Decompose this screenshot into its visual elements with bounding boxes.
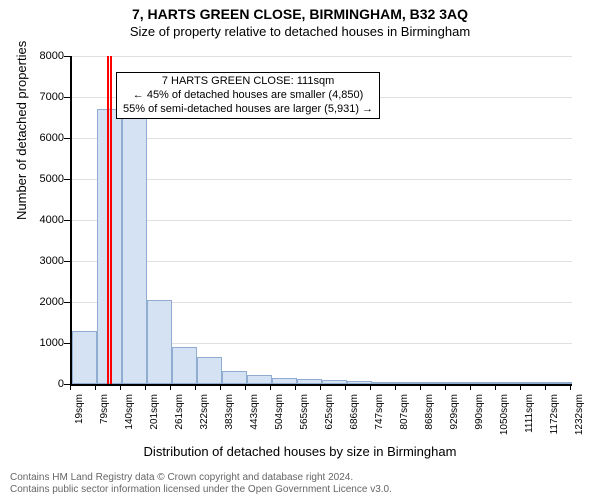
x-tick xyxy=(95,384,96,390)
x-tick-label: 747sqm xyxy=(374,394,385,454)
y-tick xyxy=(64,261,70,262)
annotation-box: 7 HARTS GREEN CLOSE: 111sqm ← 45% of det… xyxy=(116,72,380,119)
histogram-bar xyxy=(122,109,147,384)
x-tick-label: 79sqm xyxy=(99,394,110,454)
histogram-bar xyxy=(347,381,372,384)
annotation-line-3: 55% of semi-detached houses are larger (… xyxy=(123,103,373,117)
x-tick-label: 383sqm xyxy=(224,394,235,454)
gridline xyxy=(72,261,572,262)
y-tick xyxy=(64,56,70,57)
y-tick xyxy=(64,179,70,180)
chart-container: 7, HARTS GREEN CLOSE, BIRMINGHAM, B32 3A… xyxy=(0,0,600,500)
x-tick xyxy=(170,384,171,390)
gridline xyxy=(72,138,572,139)
histogram-bar xyxy=(522,382,547,384)
x-tick-label: 1050sqm xyxy=(499,394,510,454)
y-tick xyxy=(64,302,70,303)
x-tick xyxy=(395,384,396,390)
x-tick xyxy=(470,384,471,390)
y-tick-label: 0 xyxy=(16,378,64,390)
histogram-bar xyxy=(247,375,272,384)
y-tick xyxy=(64,97,70,98)
x-tick-label: 140sqm xyxy=(124,394,135,454)
histogram-bar xyxy=(422,382,447,384)
x-tick xyxy=(420,384,421,390)
x-tick-label: 261sqm xyxy=(174,394,185,454)
histogram-bar xyxy=(197,357,222,384)
x-tick-label: 807sqm xyxy=(399,394,410,454)
x-tick-label: 19sqm xyxy=(74,394,85,454)
copyright-line-1: Contains HM Land Registry data © Crown c… xyxy=(10,472,392,484)
histogram-bar xyxy=(322,380,347,384)
y-axis-label: Number of detached properties xyxy=(14,41,29,220)
copyright-line-2: Contains public sector information licen… xyxy=(10,484,392,496)
x-tick xyxy=(370,384,371,390)
x-tick-label: 868sqm xyxy=(424,394,435,454)
gridline xyxy=(72,220,572,221)
histogram-bar xyxy=(172,347,197,384)
x-tick-label: 625sqm xyxy=(324,394,335,454)
histogram-bar xyxy=(497,382,522,384)
x-tick xyxy=(570,384,571,390)
property-marker-line xyxy=(107,56,109,384)
x-tick xyxy=(520,384,521,390)
histogram-bar xyxy=(72,331,97,384)
x-tick-label: 990sqm xyxy=(474,394,485,454)
histogram-bar xyxy=(297,379,322,384)
x-tick-label: 686sqm xyxy=(349,394,360,454)
property-marker-line xyxy=(110,56,112,384)
page-title: 7, HARTS GREEN CLOSE, BIRMINGHAM, B32 3A… xyxy=(0,0,600,22)
histogram-bar xyxy=(397,382,422,384)
histogram-bar xyxy=(272,378,297,384)
x-tick xyxy=(495,384,496,390)
page-subtitle: Size of property relative to detached ho… xyxy=(0,22,600,39)
x-tick xyxy=(245,384,246,390)
y-tick-label: 5000 xyxy=(16,173,64,185)
annotation-line-1: 7 HARTS GREEN CLOSE: 111sqm xyxy=(123,75,373,89)
y-tick-label: 3000 xyxy=(16,255,64,267)
x-tick xyxy=(295,384,296,390)
histogram-bar xyxy=(372,382,397,384)
x-tick-label: 929sqm xyxy=(449,394,460,454)
x-tick xyxy=(545,384,546,390)
gridline xyxy=(72,56,572,57)
x-tick-label: 504sqm xyxy=(274,394,285,454)
x-tick-label: 201sqm xyxy=(149,394,160,454)
x-tick xyxy=(345,384,346,390)
x-tick xyxy=(145,384,146,390)
y-tick-label: 6000 xyxy=(16,132,64,144)
x-tick-label: 1111sqm xyxy=(524,394,535,454)
annotation-line-2: ← 45% of detached houses are smaller (4,… xyxy=(123,89,373,103)
x-tick-label: 565sqm xyxy=(299,394,310,454)
histogram-bar xyxy=(222,371,247,384)
x-tick-label: 1172sqm xyxy=(549,394,560,454)
x-tick xyxy=(270,384,271,390)
x-tick xyxy=(445,384,446,390)
histogram-bar xyxy=(472,382,497,384)
histogram-bar xyxy=(547,382,572,384)
y-tick xyxy=(64,220,70,221)
y-tick xyxy=(64,138,70,139)
x-tick-label: 322sqm xyxy=(199,394,210,454)
y-tick-label: 2000 xyxy=(16,296,64,308)
copyright-block: Contains HM Land Registry data © Crown c… xyxy=(10,472,392,496)
y-tick-label: 7000 xyxy=(16,91,64,103)
histogram-bar xyxy=(447,382,472,384)
y-tick xyxy=(64,343,70,344)
x-tick xyxy=(320,384,321,390)
histogram-bar xyxy=(147,300,172,384)
x-tick xyxy=(70,384,71,390)
x-tick xyxy=(220,384,221,390)
x-tick xyxy=(120,384,121,390)
x-tick-label: 1232sqm xyxy=(574,394,585,454)
y-tick-label: 8000 xyxy=(16,50,64,62)
y-tick-label: 4000 xyxy=(16,214,64,226)
y-tick-label: 1000 xyxy=(16,337,64,349)
x-tick xyxy=(195,384,196,390)
x-tick-label: 443sqm xyxy=(249,394,260,454)
gridline xyxy=(72,179,572,180)
